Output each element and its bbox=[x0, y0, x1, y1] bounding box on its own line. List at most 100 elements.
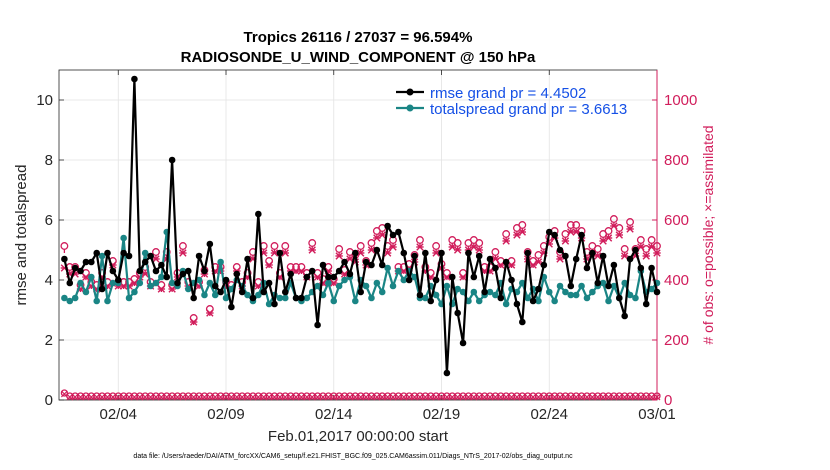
bottom-assimilated-marker-cross bbox=[502, 393, 510, 401]
totalspread-point bbox=[535, 297, 542, 305]
bottom-assimilated-marker-cross bbox=[190, 393, 198, 401]
bottom-assimilated-marker-cross bbox=[540, 393, 548, 401]
totalspread-point bbox=[222, 294, 230, 302]
totalspread-point bbox=[341, 276, 348, 284]
rmse-point bbox=[615, 294, 623, 302]
totalspread-point bbox=[583, 294, 591, 302]
totalspread-point bbox=[384, 264, 391, 272]
data-file-footnote: data file: /Users/raeder/DAI/ATM_forcXX/… bbox=[133, 453, 573, 460]
bottom-assimilated-marker-cross bbox=[77, 393, 84, 401]
y-tick-label-right: 0 bbox=[664, 392, 672, 409]
bottom-assimilated-marker-cross bbox=[87, 393, 95, 401]
bottom-assimilated-marker-cross bbox=[341, 393, 348, 401]
axes: 02/04 02/09 02/14 02/19 02/24 03/010246810020… bbox=[36, 70, 697, 423]
bottom-assimilated-marker-cross bbox=[244, 393, 251, 401]
bottom-assimilated-marker-cross bbox=[648, 393, 656, 401]
rmse-point bbox=[325, 273, 332, 281]
bottom-assimilated-marker-cross bbox=[373, 393, 381, 401]
totalspread-point bbox=[567, 291, 575, 299]
rmse-point bbox=[82, 258, 90, 266]
bottom-assimilated-marker-cross bbox=[529, 393, 537, 401]
rmse-point bbox=[228, 303, 235, 311]
bottom-assimilated-marker-cross bbox=[66, 393, 74, 401]
rmse-point bbox=[395, 228, 402, 236]
totalspread-point bbox=[368, 294, 375, 302]
chart-subtitle: RADIOSONDE_U_WIND_COMPONENT @ 150 hPa bbox=[181, 49, 536, 66]
totalspread-point bbox=[626, 291, 634, 299]
bottom-assimilated-marker-cross bbox=[276, 393, 284, 401]
totalspread-point bbox=[66, 297, 74, 305]
bottom-assimilated-marker-cross bbox=[319, 393, 327, 401]
bottom-assimilated-marker-cross bbox=[497, 393, 505, 401]
rmse-point bbox=[459, 339, 467, 347]
rmse-point bbox=[211, 282, 219, 290]
bottom-assimilated-marker-cross bbox=[93, 393, 101, 401]
bottom-assimilated-marker-cross bbox=[201, 393, 208, 401]
bottom-assimilated-marker-cross bbox=[362, 393, 370, 401]
bottom-assimilated-marker-cross bbox=[136, 393, 144, 401]
x-axis-label: Feb.01,2017 00:00:00 start bbox=[268, 428, 449, 445]
rmse-point bbox=[174, 279, 181, 287]
rmse-point bbox=[653, 288, 661, 296]
bottom-assimilated-marker-cross bbox=[233, 393, 241, 401]
rmse-point bbox=[217, 288, 224, 296]
totalspread-point bbox=[184, 285, 192, 293]
rmse-point bbox=[513, 300, 521, 308]
bottom-assimilated-marker-cross bbox=[222, 393, 230, 401]
totalspread-point bbox=[276, 294, 284, 302]
rmse-point bbox=[195, 252, 203, 260]
rmse-point bbox=[352, 249, 359, 257]
totalspread-point bbox=[168, 279, 176, 287]
rmse-point bbox=[427, 297, 435, 305]
totalspread-point bbox=[158, 273, 165, 281]
bottom-assimilated-marker-cross bbox=[368, 393, 375, 401]
bottom-assimilated-marker-cross bbox=[465, 393, 472, 401]
totalspread-point bbox=[77, 279, 84, 287]
rmse-point bbox=[260, 288, 268, 296]
rmse-point bbox=[330, 273, 338, 281]
totalspread-point bbox=[578, 282, 585, 290]
rmse-point bbox=[599, 252, 607, 260]
legend-marker-rmse bbox=[406, 88, 414, 96]
bottom-assimilated-marker-cross bbox=[454, 393, 462, 401]
totalspread-point bbox=[211, 291, 219, 299]
rmse-point bbox=[319, 261, 327, 269]
rmse-point bbox=[443, 369, 451, 377]
bottom-assimilated-marker-cross bbox=[238, 393, 246, 401]
bottom-assimilated-marker-cross bbox=[508, 393, 515, 401]
totalspread-point bbox=[556, 282, 564, 290]
totalspread-point bbox=[443, 282, 451, 290]
bottom-assimilated-marker-cross bbox=[384, 393, 392, 401]
y-axis-label-left: rmse and totalspread bbox=[13, 165, 30, 306]
bottom-assimilated-marker-cross bbox=[427, 393, 435, 401]
totalspread-point bbox=[217, 258, 224, 266]
rmse-point bbox=[93, 249, 101, 257]
bottom-assimilated-marker-cross bbox=[594, 393, 602, 401]
x-tick-label: 02/04 bbox=[99, 406, 137, 423]
totalspread-point bbox=[335, 282, 343, 290]
totalspread-point bbox=[432, 291, 440, 299]
totalspread-point bbox=[400, 276, 408, 284]
bottom-assimilated-marker-cross bbox=[298, 393, 305, 401]
rmse-point bbox=[88, 258, 95, 266]
rmse-point bbox=[362, 258, 370, 266]
rmse-point bbox=[519, 318, 526, 326]
bottom-assimilated-marker-cross bbox=[357, 393, 365, 401]
bottom-assimilated-marker-cross bbox=[535, 393, 542, 401]
bottom-assimilated-marker-cross bbox=[626, 393, 634, 401]
rmse-point bbox=[120, 249, 127, 257]
bottom-assimilated-marker-cross bbox=[405, 393, 413, 401]
bottom-assimilated-marker-cross bbox=[346, 393, 354, 401]
y-tick-label-left: 8 bbox=[45, 152, 53, 169]
totalspread-point bbox=[610, 282, 618, 290]
totalspread-point bbox=[486, 288, 494, 296]
rmse-point bbox=[465, 249, 472, 257]
bottom-assimilated-marker-cross bbox=[157, 393, 165, 401]
rmse-point bbox=[292, 294, 300, 302]
totalspread-point bbox=[195, 276, 203, 284]
rmse-point bbox=[141, 258, 149, 266]
bottom-assimilated-marker-cross bbox=[287, 393, 295, 401]
totalspread-point bbox=[82, 288, 90, 296]
totalspread-point bbox=[599, 279, 607, 287]
bottom-assimilated-marker-cross bbox=[308, 393, 316, 401]
